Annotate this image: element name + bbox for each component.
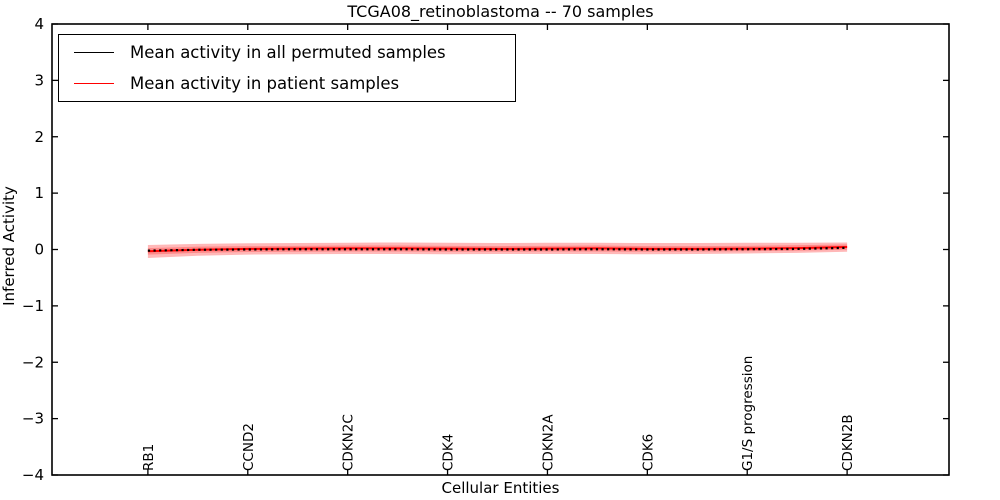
legend-line-patient-icon	[74, 83, 114, 84]
legend-item-patient: Mean activity in patient samples	[59, 74, 515, 93]
x-tick-label: CCND2	[241, 423, 257, 471]
x-tick-label: RB1	[141, 444, 157, 471]
x-tick-label: G1/S progression	[740, 356, 756, 471]
y-tick-label: 4	[34, 15, 44, 33]
y-tick-label: −1	[22, 297, 44, 315]
chart-title: TCGA08_retinoblastoma -- 70 samples	[347, 2, 654, 21]
y-tick-label: −4	[22, 466, 44, 484]
legend-label-patient: Mean activity in patient samples	[130, 74, 400, 93]
x-tick-label: CDKN2A	[540, 414, 556, 471]
x-tick-label: CDKN2C	[341, 414, 357, 471]
x-axis-label: Cellular Entities	[441, 479, 560, 497]
y-tick-label: −2	[22, 353, 44, 371]
x-tick-label: CDK4	[441, 434, 457, 471]
y-tick-label: 1	[34, 184, 44, 202]
series-line-permuted	[147, 246, 848, 252]
plot-frame	[51, 23, 950, 476]
legend: Mean activity in all permuted samples Me…	[58, 34, 516, 102]
legend-label-permuted: Mean activity in all permuted samples	[130, 43, 446, 62]
y-tick-label: 2	[34, 128, 44, 146]
legend-line-permuted-icon	[74, 52, 114, 53]
confidence-band-outer	[147, 242, 848, 258]
y-tick-label: 3	[34, 71, 44, 89]
y-tick-label: 0	[34, 241, 44, 259]
y-axis-label: Inferred Activity	[0, 186, 18, 306]
x-tick-label: CDKN2B	[840, 414, 856, 471]
legend-item-permuted: Mean activity in all permuted samples	[59, 43, 515, 62]
x-tick-label: CDK6	[640, 434, 656, 471]
y-tick-label: −3	[22, 410, 44, 428]
